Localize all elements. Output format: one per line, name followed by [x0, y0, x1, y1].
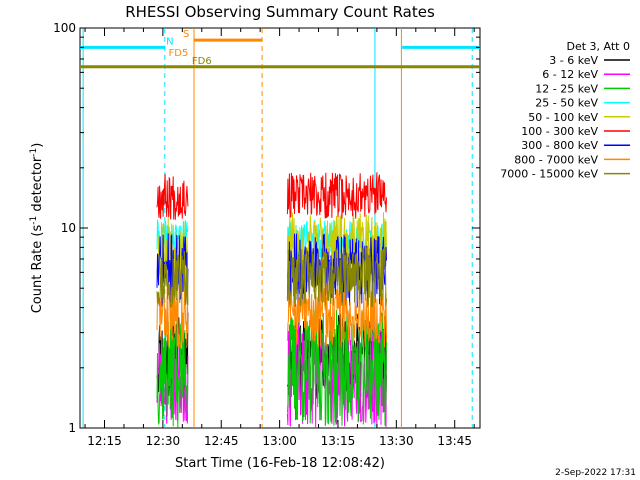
series-line	[156, 173, 189, 220]
x-tick-label: 13:45	[437, 434, 472, 448]
series-line	[156, 217, 189, 288]
series-group	[156, 172, 387, 428]
flag-label: FD6	[192, 56, 212, 67]
series-line	[286, 310, 387, 426]
footer-date: 2-Sep-2022 17:31	[555, 468, 636, 478]
legend-label: 6 - 12 keV	[542, 68, 598, 81]
series-line	[156, 251, 189, 308]
y-axis-title: Count Rate (s-1 detector-1)	[29, 143, 45, 314]
legend-label: 25 - 50 keV	[535, 97, 598, 110]
x-tick-label: 12:15	[87, 434, 122, 448]
x-tick-label: 13:00	[262, 434, 297, 448]
series-line	[286, 247, 387, 307]
flag-label: S	[183, 29, 189, 40]
y-tick-label: 10	[61, 221, 76, 235]
vertical-markers	[82, 28, 473, 428]
y-tick-label: 100	[53, 21, 76, 35]
x-tick-label: 12:30	[146, 434, 181, 448]
legend-label: 50 - 100 keV	[528, 111, 598, 124]
flag-label: N	[166, 36, 173, 47]
legend-label: 300 - 800 keV	[521, 139, 598, 152]
y-tick-label: 1	[68, 421, 76, 435]
series-line	[156, 281, 189, 349]
legend-label: 100 - 300 keV	[521, 125, 598, 138]
chart-title: RHESSI Observing Summary Count Rates	[125, 3, 435, 21]
x-tick-label: 12:45	[204, 434, 239, 448]
legend-label: 800 - 7000 keV	[514, 153, 598, 166]
x-axis-title: Start Time (16-Feb-18 12:08:42)	[175, 456, 385, 471]
ticks-group: 12:15 12:30 12:45 13:00 13:15 13:30 13:45 1 10 10…	[53, 21, 480, 448]
legend-label: 7000 - 15000 keV	[500, 168, 598, 181]
legend-label: 12 - 25 keV	[535, 82, 598, 95]
series-line	[286, 172, 387, 219]
series-line	[286, 280, 387, 348]
x-tick-label: 13:30	[379, 434, 414, 448]
flag-label: FD5	[169, 48, 189, 59]
legend-header: Det 3, Att 0	[567, 40, 631, 53]
plot-frame	[79, 27, 481, 429]
x-tick-label: 13:15	[321, 434, 356, 448]
legend-label: 3 - 6 keV	[549, 54, 598, 67]
